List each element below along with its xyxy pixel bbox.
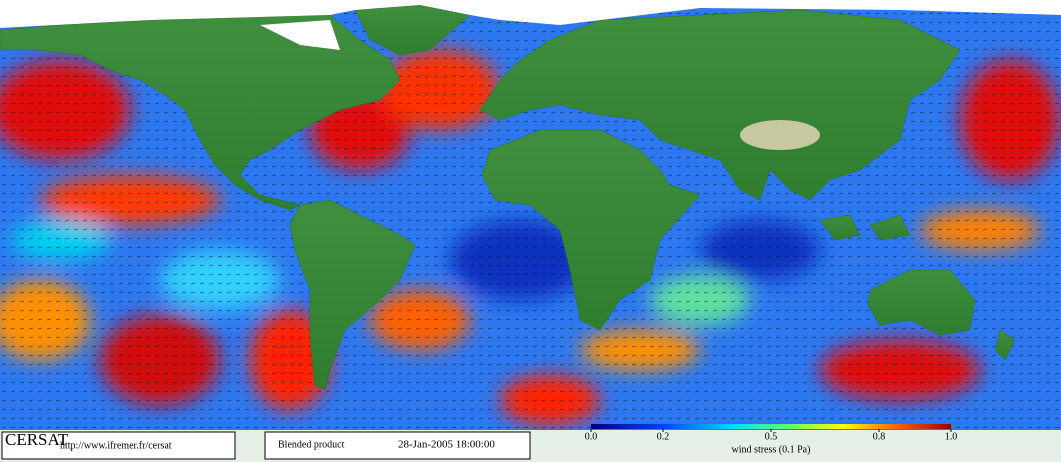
colorbar-tick-label: 1.0	[945, 431, 958, 442]
colorbar	[591, 424, 951, 429]
logo: CERSAT	[5, 430, 69, 449]
sea-ice	[0, 0, 1061, 50]
footer: CERSAT http://www.ifremer.fr/cersat Blen…	[0, 424, 1061, 462]
colorbar-tick-label: 0.5	[765, 431, 778, 442]
colorbar-tick-label: 0.8	[873, 431, 886, 442]
colorbar-tick-label: 0.2	[657, 431, 670, 442]
url: http://www.ifremer.fr/cersat	[60, 440, 172, 451]
timestamp: 28-Jan-2005 18:00:00	[398, 439, 495, 451]
land	[0, 4, 1016, 391]
colorbar-tick-label: 0.0	[585, 431, 598, 442]
product: Blended product	[278, 439, 345, 450]
colorbar-label: wind stress (0.1 Pa)	[732, 444, 811, 455]
